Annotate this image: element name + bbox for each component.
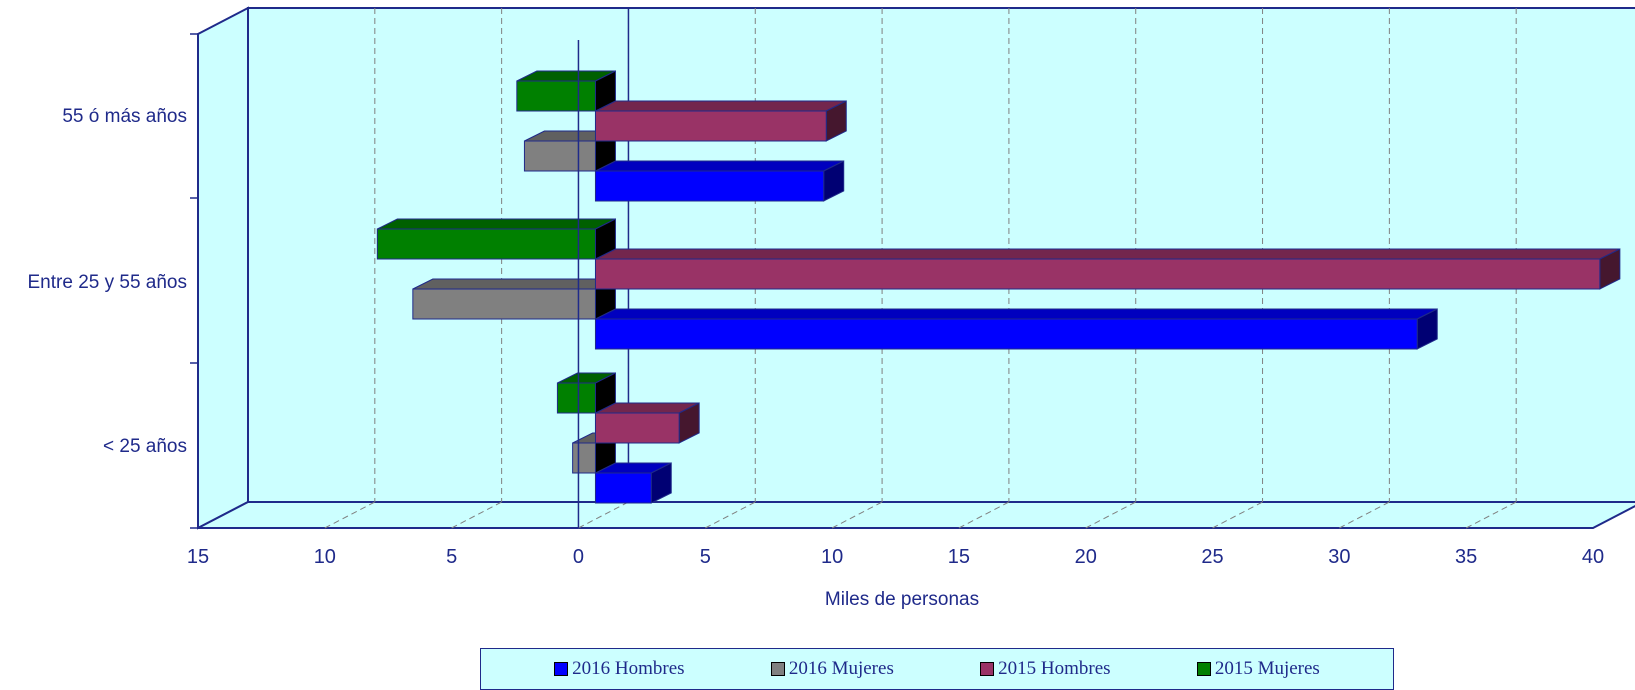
legend-item: 2015 Hombres xyxy=(980,658,1111,680)
legend-swatch xyxy=(1196,662,1211,676)
bar xyxy=(376,228,596,260)
legend-item: 2016 Mujeres xyxy=(770,658,894,680)
bar xyxy=(523,140,596,172)
x-tick-label: 10 xyxy=(821,546,843,568)
category-label: < 25 años xyxy=(103,436,187,457)
bar-top xyxy=(377,218,616,230)
bar xyxy=(594,170,825,202)
legend: 2016 Hombres 2016 Mujeres 2015 Hombres 2015… xyxy=(480,648,1394,690)
x-tick-label: 15 xyxy=(948,546,970,568)
x-tick-label: 20 xyxy=(1075,546,1097,568)
category-label: 55 ó más años xyxy=(62,106,187,127)
bar-top xyxy=(595,100,847,112)
legend-item: 2015 Mujeres xyxy=(1196,658,1320,680)
bar-top xyxy=(595,308,1438,320)
bar xyxy=(594,258,1601,290)
legend-item: 2016 Hombres xyxy=(554,658,685,680)
legend-label: 2015 Mujeres xyxy=(1214,658,1320,679)
x-axis-title: Miles de personas xyxy=(825,589,979,610)
x-tick-label: 10 xyxy=(314,546,336,568)
bar xyxy=(412,288,596,320)
x-tick-label: 25 xyxy=(1201,546,1223,568)
x-tick-label: 0 xyxy=(573,546,584,568)
side-wall xyxy=(197,6,249,530)
x-tick-label: 40 xyxy=(1582,546,1604,568)
bar xyxy=(594,318,1418,350)
x-tick-label: 30 xyxy=(1328,546,1350,568)
bar xyxy=(594,110,827,142)
x-tick-label: 5 xyxy=(446,546,457,568)
x-tick-label: 5 xyxy=(700,546,711,568)
legend-label: 2016 Mujeres xyxy=(788,658,894,679)
legend-label: 2016 Hombres xyxy=(572,658,685,679)
floor xyxy=(197,501,1635,529)
category-label: Entre 25 y 55 años xyxy=(28,272,188,293)
legend-label: 2015 Hombres xyxy=(998,658,1111,679)
bar-top xyxy=(595,248,1621,260)
bar xyxy=(572,442,596,474)
x-tick-label: 15 xyxy=(187,546,209,568)
legend-swatch xyxy=(980,662,995,676)
legend-swatch xyxy=(554,662,569,676)
x-tick-label: 35 xyxy=(1455,546,1477,568)
bar xyxy=(594,472,652,504)
bar xyxy=(556,382,596,414)
legend-swatch xyxy=(770,662,785,676)
bar-top xyxy=(412,278,616,290)
bar xyxy=(516,80,596,112)
bar-top xyxy=(595,160,844,172)
bar xyxy=(594,412,680,444)
